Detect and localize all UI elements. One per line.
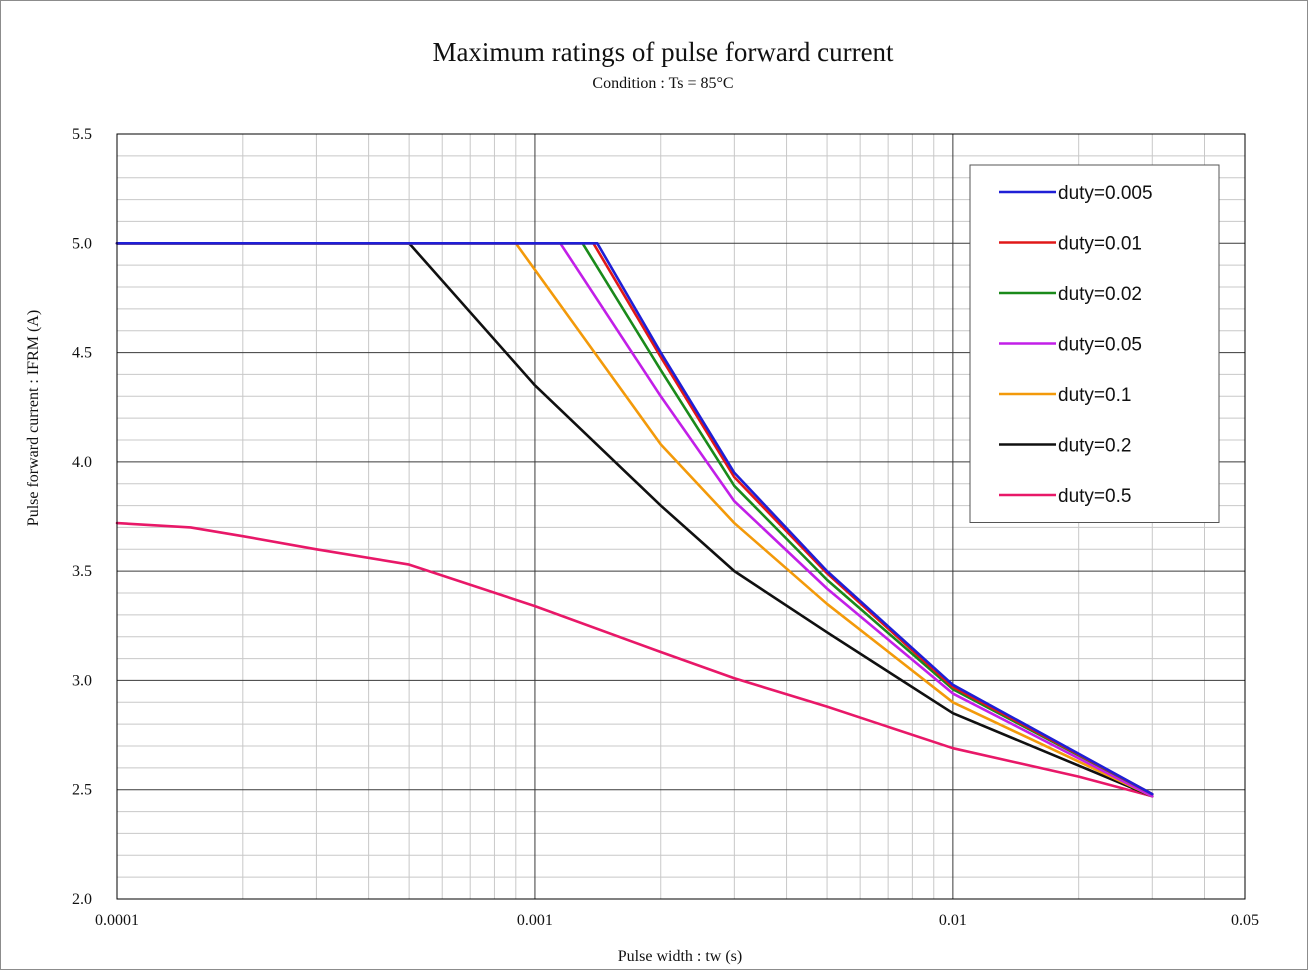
x-tick-label: 0.0001: [95, 912, 139, 929]
y-tick-label: 5.0: [72, 235, 92, 252]
series-line: [115, 241, 1154, 798]
x-axis-ticks: 0.0001 0.001 0.01 0.05: [95, 912, 1259, 929]
legend-entry-label: duty=0.005: [1058, 183, 1153, 204]
legend-entry-label: duty=0.01: [1058, 234, 1142, 255]
y-tick-label: 2.5: [72, 782, 92, 799]
y-tick-label: 4.0: [72, 454, 92, 471]
legend-entry-label: duty=0.02: [1058, 284, 1142, 305]
y-axis-ticks: 2.0 2.5 3.0 3.5 4.0 4.5 5.0 5.5: [72, 126, 92, 908]
legend-entry-label: duty=0.2: [1058, 436, 1131, 457]
y-tick-label: 5.5: [72, 126, 92, 143]
series-line: [115, 241, 1154, 796]
plot-area-border: [116, 133, 1246, 900]
legend: duty=0.005 duty=0.01 duty=0.02 duty=0.05 dut…: [969, 164, 1220, 523]
y-axis-label: Pulse forward current : IFRM (A): [25, 310, 42, 526]
x-tick-label: 0.01: [939, 912, 967, 929]
legend-entry-label: duty=0.5: [1058, 486, 1131, 507]
legend-entry-label: duty=0.05: [1058, 335, 1142, 356]
y-tick-label: 2.0: [72, 891, 92, 908]
legend-entry-label: duty=0.1: [1058, 385, 1131, 406]
series-lines: [115, 241, 1154, 798]
chart-title: Maximum ratings of pulse forward current: [432, 37, 894, 67]
x-axis-label: Pulse width : tw (s): [618, 948, 742, 965]
x-tick-label: 0.05: [1231, 912, 1259, 929]
x-tick-label: 0.001: [517, 912, 553, 929]
chart-subtitle: Condition : Ts = 85°C: [592, 75, 733, 92]
y-tick-label: 4.5: [72, 345, 92, 362]
y-tick-label: 3.0: [72, 672, 92, 689]
series-line: [115, 521, 1154, 798]
y-tick-label: 3.5: [72, 563, 92, 580]
